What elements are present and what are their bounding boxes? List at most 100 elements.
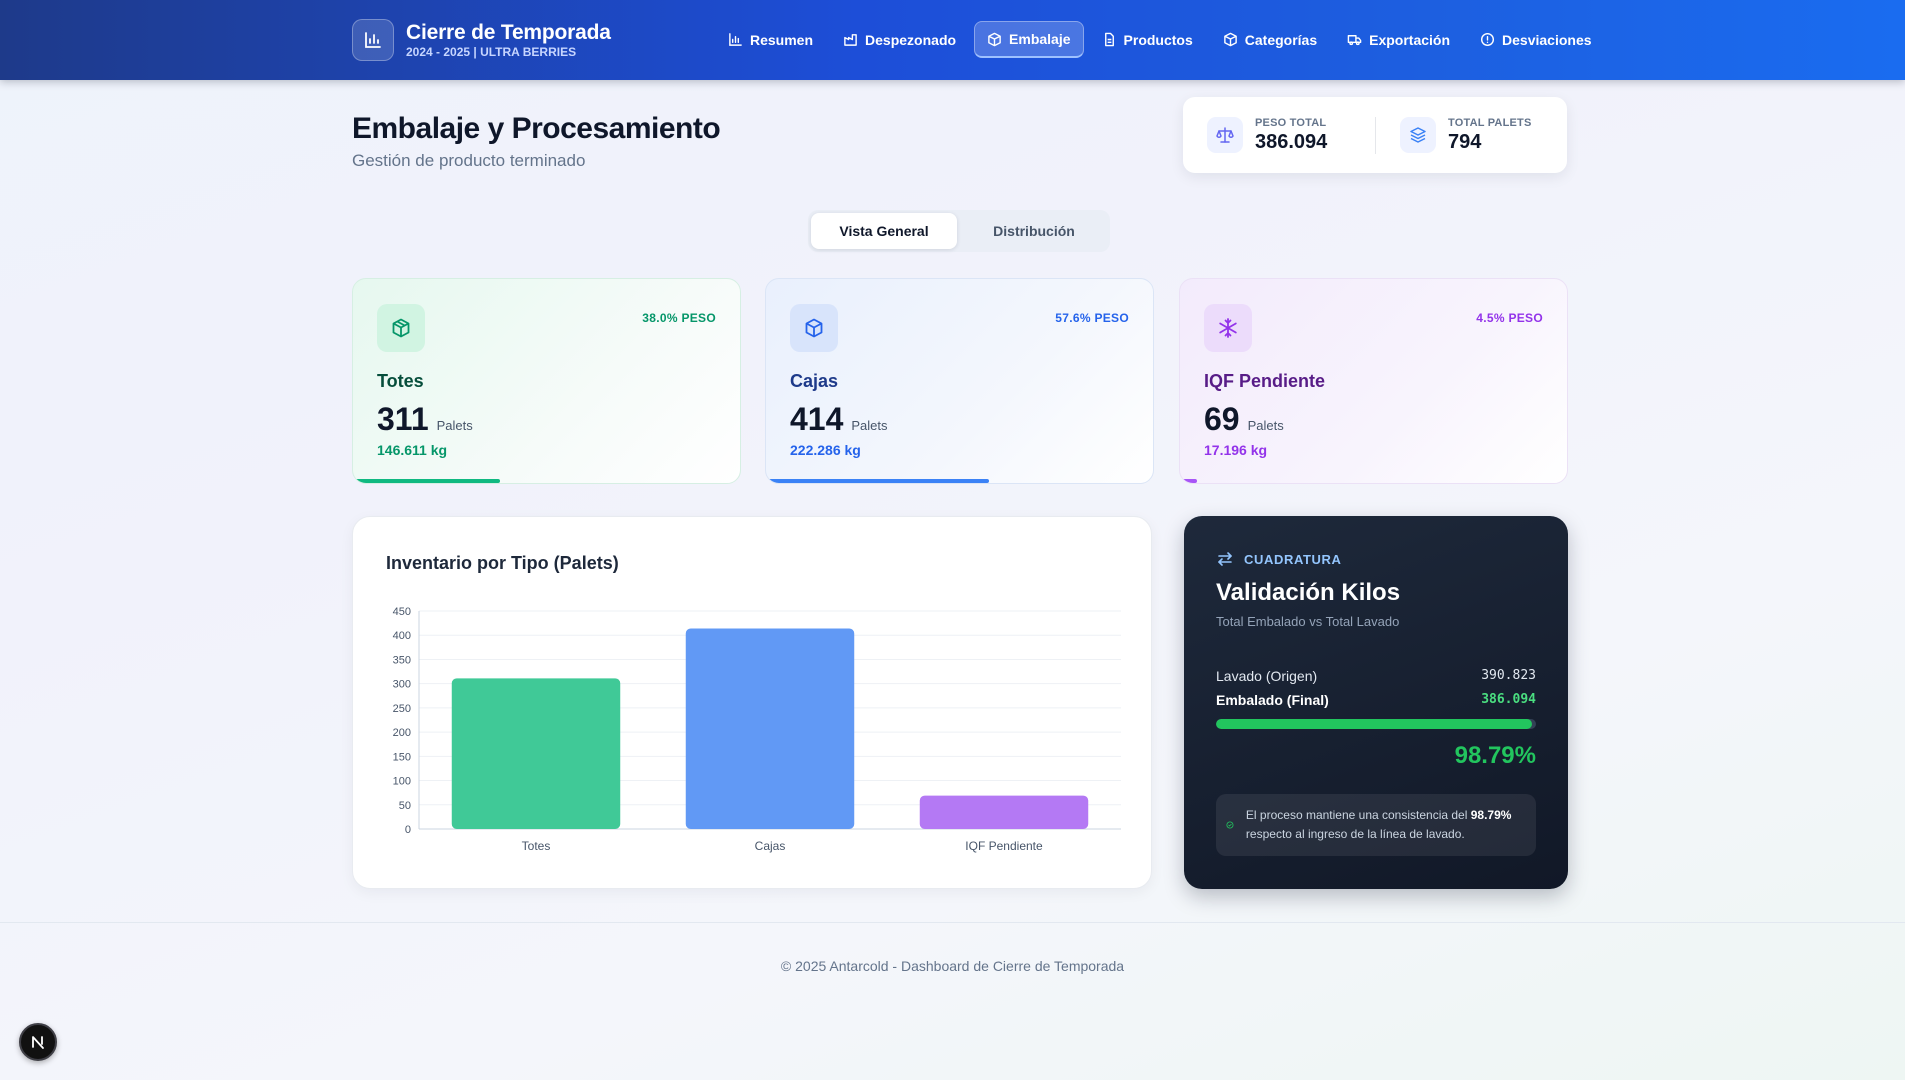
note-text-start: El proceso mantiene una consistencia del — [1245, 808, 1471, 822]
pallet-unit: Palets — [1247, 418, 1284, 433]
document-icon — [1104, 32, 1114, 47]
page-subtitle: Gestión de producto terminado — [352, 151, 586, 170]
pallet-unit: Palets — [851, 418, 888, 433]
x-tick-label: Cajas — [755, 839, 786, 853]
x-tick-label: Totes — [522, 839, 551, 853]
tab-distribucion[interactable]: Distribución — [993, 223, 1075, 239]
alert-circle-icon — [1481, 32, 1495, 47]
snowflake-icon — [1204, 304, 1252, 352]
swap-arrows-icon — [1218, 552, 1232, 566]
footer-text: © 2025 Antarcold - Dashboard de Cierre d… — [780, 958, 1125, 974]
bar-chart-icon — [729, 33, 742, 46]
footer-divider — [0, 922, 1905, 923]
scale-icon — [1207, 117, 1243, 153]
weight-kg: 17.196 kg — [1204, 442, 1268, 458]
bar-totes — [451, 678, 621, 829]
y-tick-label: 150 — [393, 751, 411, 763]
validation-tag: CUADRATURA — [1216, 550, 1341, 568]
y-tick-label: 300 — [393, 679, 411, 691]
pallet-count: 414 — [790, 401, 844, 437]
pallet-count: 69 — [1204, 401, 1240, 437]
nav-label: Categorías — [1244, 31, 1318, 48]
card-title: IQF Pendiente — [1204, 371, 1326, 391]
nav-despezonado[interactable]: Despezonado — [831, 21, 968, 58]
y-tick-label: 100 — [393, 776, 411, 788]
brand-title: Cierre de Temporada — [406, 20, 611, 44]
top-navbar: Cierre de Temporada 2024 - 2025 | ULTRA … — [0, 0, 1905, 80]
lavado-value: 390.823 — [1481, 668, 1536, 683]
nextjs-dev-badge[interactable] — [19, 1023, 57, 1061]
main-nav: Resumen Despezonado Embalaje Productos C… — [716, 21, 1604, 58]
validation-card: CUADRATURA Validación Kilos Total Embala… — [1184, 516, 1568, 889]
y-tick-label: 250 — [393, 703, 411, 715]
y-tick-label: 400 — [393, 630, 411, 642]
embalado-row: Embalado (Final) 386.094 — [1216, 692, 1536, 708]
layers-icon — [1400, 117, 1436, 153]
inventory-chart-card: Inventario por Tipo (Palets) 0 50 100 150 20… — [352, 516, 1152, 889]
validation-title: Validación Kilos — [1216, 579, 1401, 606]
tab-vista-general[interactable]: Vista General — [811, 213, 957, 249]
y-tick-label: 50 — [399, 800, 411, 812]
cube-icon — [1223, 32, 1237, 47]
weight-percent: 38.0% PESO — [642, 311, 716, 325]
y-tick-label: 0 — [405, 824, 411, 836]
validation-percent: 98.79% — [1454, 742, 1536, 769]
view-tabs: Vista General Distribución — [808, 210, 1110, 252]
weight-percent: 4.5% PESO — [1476, 311, 1543, 325]
totals-summary-card: PESO TOTAL 386.094 TOTAL PALETS 794 — [1183, 97, 1567, 173]
card-title: Totes — [377, 371, 424, 391]
brand[interactable]: Cierre de Temporada 2024 - 2025 | ULTRA … — [352, 19, 611, 61]
y-tick-label: 200 — [393, 727, 411, 739]
nav-label: Embalaje — [1009, 31, 1071, 47]
peso-total-label: PESO TOTAL — [1255, 116, 1327, 129]
nav-label: Desviaciones — [1502, 31, 1592, 48]
card-title: Cajas — [790, 371, 839, 391]
validation-progress-bar — [1216, 719, 1536, 729]
total-palets-value: 794 — [1448, 130, 1482, 153]
card-cajas: 57.6% PESO Cajas 414 Palets 222.286 kg — [765, 278, 1154, 484]
pallet-count: 311 — [377, 401, 429, 437]
bar-cajas — [685, 628, 855, 829]
nav-productos[interactable]: Productos — [1090, 21, 1205, 58]
nav-label: Exportación — [1369, 31, 1451, 48]
weight-share-bar — [353, 479, 501, 483]
total-palets-label: TOTAL PALETS — [1448, 116, 1532, 129]
y-tick-label: 350 — [393, 654, 411, 666]
bar-iqf-pendiente — [919, 795, 1089, 829]
note-text-end: respecto al ingreso de la línea de lavad… — [1245, 827, 1465, 841]
validation-progress-fill — [1216, 719, 1533, 729]
nav-embalaje[interactable]: Embalaje — [974, 21, 1084, 58]
brand-subtitle: 2024 - 2025 | ULTRA BERRIES — [406, 44, 577, 59]
factory-icon — [844, 34, 857, 46]
peso-total-stat: PESO TOTAL 386.094 — [1183, 117, 1375, 154]
peso-total-value: 386.094 — [1255, 130, 1328, 153]
validation-note-text: El proceso mantiene una consistencia del… — [1246, 806, 1522, 844]
weight-kg: 222.286 kg — [790, 442, 861, 458]
weight-percent: 57.6% PESO — [1055, 311, 1129, 325]
lavado-row: Lavado (Origen) 390.823 — [1216, 668, 1536, 684]
truck-icon — [1347, 35, 1362, 46]
pallet-unit: Palets — [436, 418, 473, 433]
x-tick-label: IQF Pendiente — [965, 839, 1043, 853]
y-tick-label: 450 — [393, 606, 411, 618]
nav-label: Productos — [1123, 31, 1193, 48]
weight-share-bar — [766, 479, 989, 483]
card-totes: 38.0% PESO Totes 311 Palets 146.611 kg — [352, 278, 741, 484]
nav-exportacion[interactable]: Exportación — [1335, 21, 1462, 58]
nav-categorias[interactable]: Categorías — [1211, 21, 1329, 58]
nav-resumen[interactable]: Resumen — [716, 21, 825, 58]
card-iqf-pendiente: 4.5% PESO IQF Pendiente 69 Palets 17.196… — [1179, 278, 1568, 484]
weight-share-bar — [1180, 479, 1198, 483]
embalado-label: Embalado (Final) — [1216, 692, 1329, 708]
validation-tag-label: CUADRATURA — [1244, 551, 1342, 567]
n-logo-icon — [32, 1036, 44, 1049]
page-title: Embalaje y Procesamiento — [352, 112, 721, 145]
note-text-bold: 98.79% — [1470, 808, 1512, 822]
embalado-value: 386.094 — [1481, 692, 1536, 707]
weight-kg: 146.611 kg — [377, 442, 448, 458]
box-icon — [377, 304, 425, 352]
total-palets-stat: TOTAL PALETS 794 — [1375, 116, 1567, 154]
box-icon — [988, 32, 1001, 46]
validation-note: El proceso mantiene una consistencia del… — [1216, 794, 1536, 856]
nav-desviaciones[interactable]: Desviaciones — [1468, 21, 1604, 58]
